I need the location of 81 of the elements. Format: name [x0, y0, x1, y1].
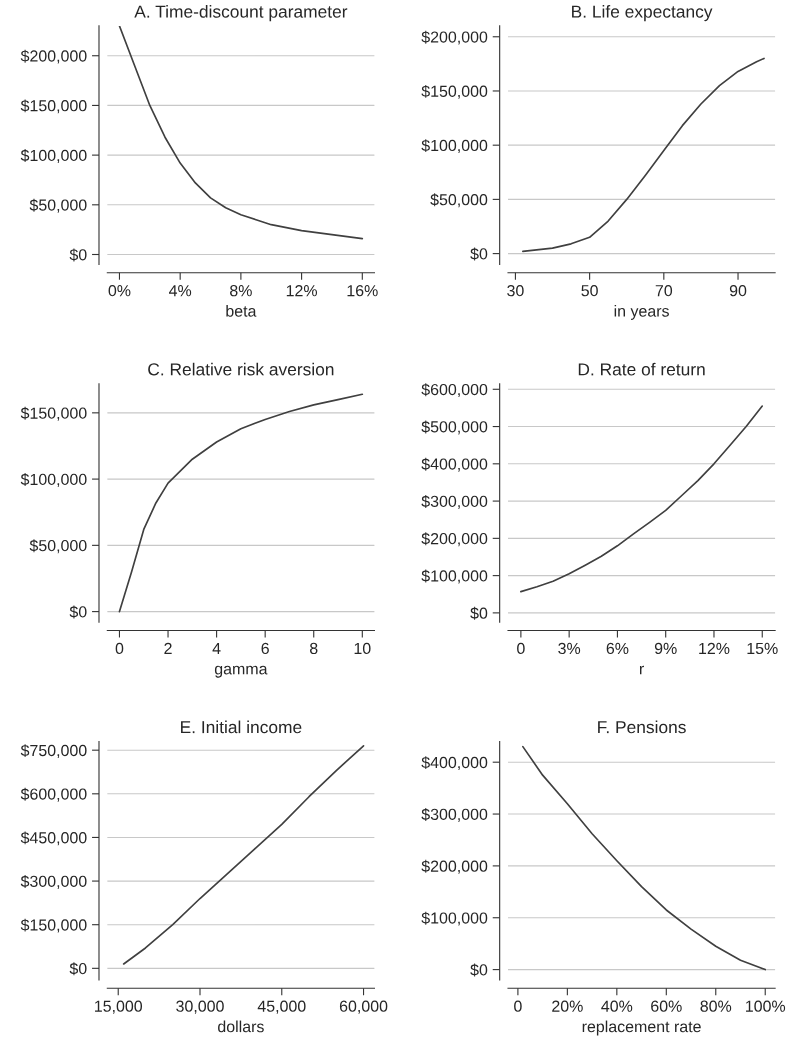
y-tick-label: $100,000 — [20, 473, 87, 487]
x-axis-title: dollars — [218, 1020, 264, 1033]
y-tick-label: $500,000 — [421, 420, 488, 435]
y-tick-label: $50,000 — [29, 198, 87, 213]
x-tick-label: 15% — [747, 642, 778, 655]
chart-title: B. Life expectancy — [572, 5, 713, 22]
y-tick-label: $400,000 — [421, 756, 488, 771]
y-tick-label: $300,000 — [20, 875, 87, 889]
x-tick-label: 0 — [115, 642, 124, 655]
x-tick-label: 12% — [286, 285, 318, 297]
y-tick-label: $150,000 — [20, 99, 87, 114]
y-tick-label: $100,000 — [421, 569, 488, 584]
x-tick-label: 3% — [558, 642, 581, 655]
y-tick-label: $300,000 — [421, 495, 488, 509]
chart-title: A. Time-discount parameter — [134, 5, 348, 22]
y-tick-label: $50,000 — [430, 193, 488, 208]
y-tick-label: $0 — [69, 248, 87, 262]
x-tick-label: 10 — [354, 642, 371, 655]
x-tick-label: 60% — [651, 1000, 682, 1012]
x-tick-label: 16% — [347, 285, 378, 297]
y-tick-label: $0 — [470, 963, 488, 977]
y-tick-label: $0 — [470, 606, 488, 620]
x-tick-label: 20% — [552, 1000, 583, 1012]
y-tick-label: $100,000 — [20, 149, 87, 163]
y-tick-label: $0 — [69, 962, 87, 976]
y-tick-label: $450,000 — [20, 831, 87, 846]
y-tick-label: $200,000 — [421, 532, 488, 547]
line-series — [122, 744, 365, 965]
y-tick-label: $150,000 — [20, 406, 87, 421]
line-series — [520, 405, 764, 593]
y-tick-label: $0 — [470, 247, 488, 261]
x-tick-label: 40% — [601, 1000, 633, 1012]
x-tick-label: 90 — [729, 285, 747, 297]
line-series — [522, 745, 767, 971]
chart-title: C. Relative risk aversion — [148, 362, 334, 376]
y-tick-label: $100,000 — [421, 911, 488, 926]
x-tick-label: 30,000 — [176, 1000, 224, 1014]
chart-title: F. Pensions — [598, 720, 686, 734]
x-tick-label: 100% — [746, 1000, 786, 1012]
x-tick-label: 4% — [169, 285, 192, 297]
y-tick-label: $200,000 — [421, 859, 488, 874]
y-tick-label: $750,000 — [20, 744, 87, 759]
x-tick-label: 8% — [230, 285, 252, 297]
x-axis-title: in years — [614, 305, 669, 320]
y-tick-label: $600,000 — [421, 383, 488, 398]
y-tick-label: $150,000 — [421, 84, 488, 99]
chart-title: D. Rate of return — [578, 362, 705, 376]
x-tick-label: 0 — [514, 1000, 522, 1012]
x-tick-label: 8 — [309, 642, 318, 655]
x-tick-label: 6 — [261, 642, 269, 655]
x-tick-label: 70 — [655, 285, 673, 297]
line-series — [118, 393, 364, 613]
x-tick-label: 45,000 — [257, 1000, 306, 1014]
x-axis-title: r — [639, 665, 644, 675]
x-tick-label: 2 — [164, 642, 172, 654]
x-tick-label: 4 — [212, 642, 221, 654]
y-tick-label: $600,000 — [20, 787, 87, 802]
y-tick-label: $200,000 — [421, 30, 488, 45]
line-series — [118, 25, 364, 240]
x-axis-title: beta — [226, 305, 257, 317]
x-tick-label: 0% — [108, 285, 131, 297]
y-tick-label: $150,000 — [20, 918, 87, 933]
y-tick-label: $300,000 — [421, 808, 488, 822]
x-tick-label: 0 — [517, 642, 525, 655]
x-axis-title: gamma — [214, 665, 268, 678]
y-tick-label: $400,000 — [421, 457, 488, 472]
y-tick-label: $50,000 — [29, 539, 87, 554]
x-tick-label: 15,000 — [95, 1000, 143, 1014]
x-axis-title: replacement rate — [582, 1020, 701, 1036]
line-series — [522, 57, 765, 253]
x-tick-label: 9% — [654, 642, 677, 655]
y-tick-label: $0 — [69, 605, 87, 619]
x-tick-label: 80% — [700, 1000, 732, 1012]
x-tick-label: 6% — [606, 642, 629, 655]
x-tick-label: 12% — [699, 642, 730, 655]
y-tick-label: $200,000 — [20, 49, 87, 64]
x-tick-label: 50 — [581, 285, 598, 297]
x-tick-label: 60,000 — [339, 1000, 388, 1014]
chart-title: E. Initial income — [181, 720, 302, 734]
x-tick-label: 30 — [507, 285, 524, 297]
y-tick-label: $100,000 — [421, 139, 488, 154]
